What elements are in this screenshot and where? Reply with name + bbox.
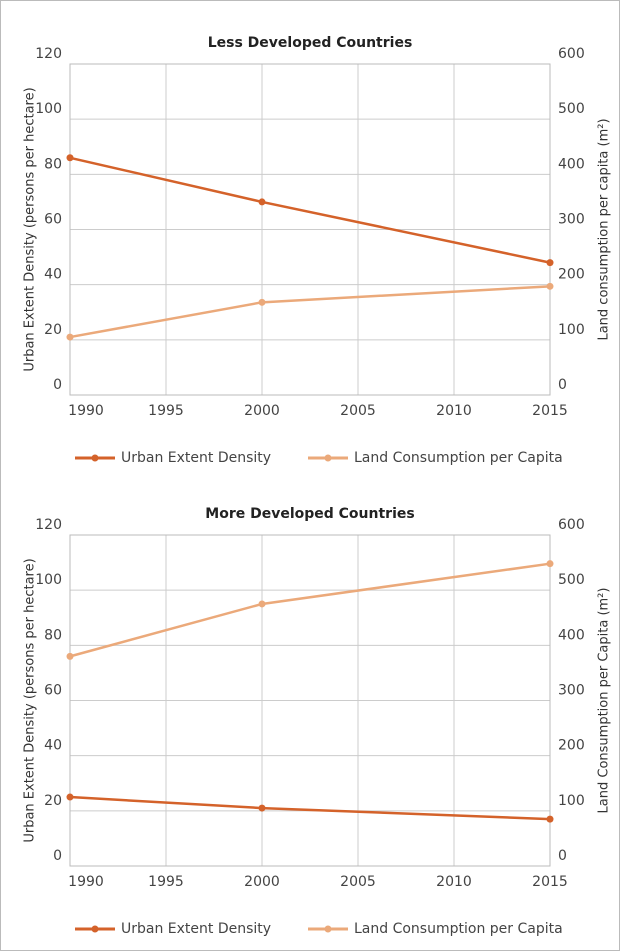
x-tick-label: 1995 [148,874,184,890]
y2-tick-label: 500 [558,101,585,117]
y-tick-label: 80 [44,156,62,172]
y2-tick-label: 100 [558,322,585,338]
x-tick-label: 1990 [68,874,104,890]
chart-title: Less Developed Countries [208,35,413,51]
y2-tick-label: 600 [558,46,585,62]
x-tick-label: 2000 [244,874,280,890]
y2-tick-label: 400 [558,156,585,172]
point [258,298,266,306]
y-tick-label: 40 [44,267,62,283]
legend-marker [91,454,99,462]
point [546,560,554,568]
y-tick-label: 60 [44,683,62,699]
legend-label: Land Consumption per Capita [354,450,563,466]
y-tick-label: 80 [44,627,62,643]
x-tick-label: 1995 [148,403,184,419]
y-tick-label: 100 [35,101,62,117]
y2-axis-title: Land consumption per capita (m²) [597,118,612,340]
y-tick-label: 60 [44,212,62,228]
point [258,198,266,206]
legend-marker [324,454,332,462]
x-tick-label: 2000 [244,403,280,419]
legend-label: Urban Extent Density [121,450,271,466]
x-tick-label: 2005 [340,403,376,419]
y-tick-label: 20 [44,322,62,338]
y-tick-label: 120 [35,46,62,62]
legend-marker [324,925,332,933]
point [66,333,74,341]
y-tick-label: 120 [35,517,62,533]
legend-label: Urban Extent Density [121,921,271,937]
y2-tick-label: 500 [558,572,585,588]
point [546,259,554,267]
y-axis-title: Urban Extent Density (persons per hectar… [23,87,38,371]
y2-tick-label: 200 [558,267,585,283]
point [66,652,74,660]
y2-tick-label: 0 [558,377,567,393]
y-tick-label: 100 [35,572,62,588]
y-tick-label: 20 [44,793,62,809]
y2-tick-label: 300 [558,683,585,699]
legend-marker [91,925,99,933]
x-tick-label: 2010 [436,874,472,890]
y2-tick-label: 400 [558,627,585,643]
x-tick-label: 1990 [68,403,104,419]
y-axis-title: Urban Extent Density (persons per hectar… [23,558,38,842]
chart-title: More Developed Countries [205,506,414,522]
point [546,815,554,823]
y-tick-label: 0 [53,377,62,393]
y-tick-label: 0 [53,848,62,864]
y2-axis-title: Land Consumption per Capita (m²) [597,588,612,814]
y2-tick-label: 300 [558,212,585,228]
y2-tick-label: 600 [558,517,585,533]
legend-label: Land Consumption per Capita [354,921,563,937]
x-tick-label: 2015 [532,874,568,890]
point [258,804,266,812]
x-tick-label: 2015 [532,403,568,419]
point [66,154,74,162]
plot-frame [69,63,551,396]
point [546,282,554,290]
y2-tick-label: 0 [558,848,567,864]
x-tick-label: 2005 [340,874,376,890]
point [66,793,74,801]
plot-frame [69,534,551,867]
x-tick-label: 2010 [436,403,472,419]
y-tick-label: 40 [44,738,62,754]
y2-tick-label: 200 [558,738,585,754]
point [258,600,266,608]
y2-tick-label: 100 [558,793,585,809]
